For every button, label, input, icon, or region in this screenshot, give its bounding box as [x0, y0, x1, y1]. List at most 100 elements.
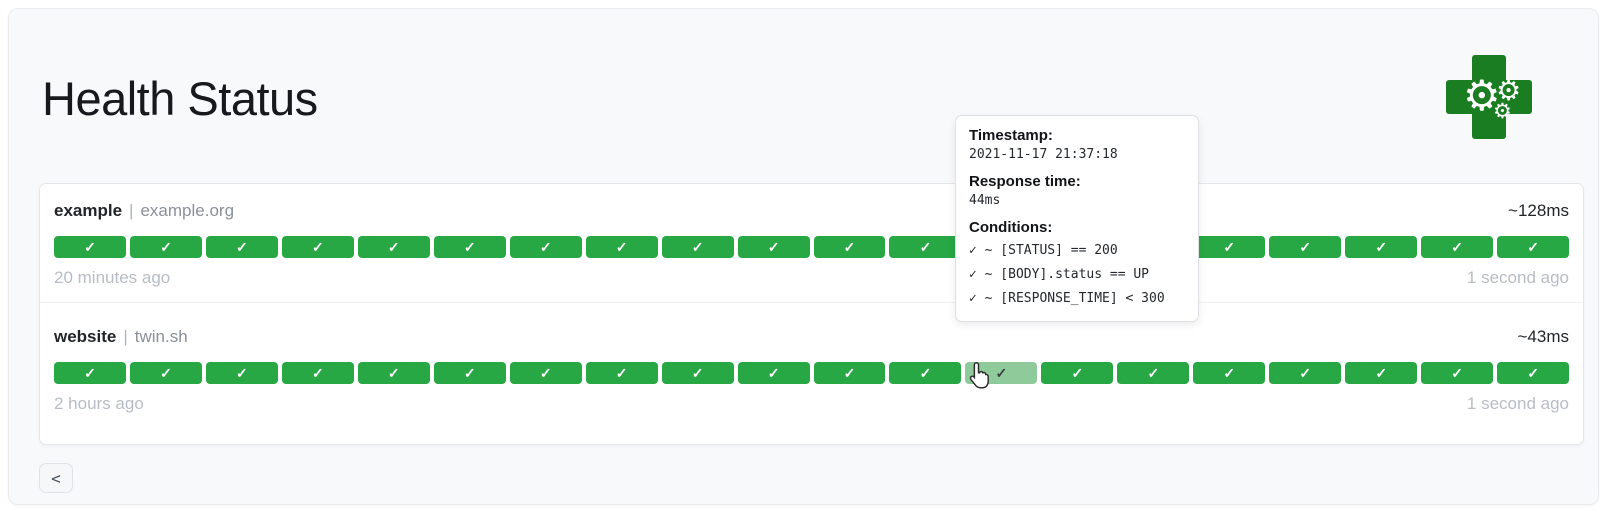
check-icon: ✓	[691, 364, 704, 381]
check-icon: ✓	[1299, 364, 1312, 381]
check-icon: ✓	[843, 364, 856, 381]
status-cell[interactable]: ✓	[433, 236, 506, 258]
timeline-footer: 2 hours ago 1 second ago	[54, 393, 1569, 415]
tooltip-timestamp-value: 2021-11-17 21:37:18	[969, 147, 1118, 162]
status-cell[interactable]: ✓	[813, 362, 886, 384]
gear-icon: ⚙	[1496, 75, 1522, 106]
check-icon: ✓	[539, 364, 552, 381]
oldest-check-label: 20 minutes ago	[54, 268, 171, 287]
check-icon: ✓	[691, 238, 704, 255]
check-icon: ✓	[1147, 364, 1160, 381]
status-cell[interactable]: ✓	[357, 362, 430, 384]
status-cell[interactable]: ✓	[737, 236, 810, 258]
status-cell[interactable]: ✓	[357, 236, 430, 258]
tooltip-response-time-section: Response time: 44ms	[969, 173, 1185, 208]
status-cell[interactable]: ✓	[1345, 362, 1418, 384]
check-icon: ✓	[160, 364, 172, 381]
avg-response-time: ~128ms	[1508, 201, 1569, 220]
chevron-left-icon: <	[51, 468, 61, 488]
avg-response-time: ~43ms	[1517, 327, 1570, 346]
status-cell[interactable]: ✓	[1269, 236, 1342, 258]
status-cell[interactable]: ✓	[661, 236, 734, 258]
status-cell[interactable]: ✓	[661, 362, 734, 384]
service-separator: |	[129, 201, 134, 220]
status-cell[interactable]: ✓	[281, 236, 354, 258]
service-name[interactable]: example	[54, 201, 123, 220]
logo-cross-horizontal	[1446, 80, 1532, 114]
check-icon: ✓	[1527, 364, 1539, 381]
status-cell[interactable]: ✓	[965, 362, 1038, 384]
check-icon: ✓	[311, 364, 324, 381]
status-cell[interactable]: ✓	[54, 362, 126, 384]
status-cell[interactable]: ✓	[205, 236, 278, 258]
status-cell[interactable]: ✓	[1421, 362, 1494, 384]
status-cell[interactable]: ✓	[281, 362, 354, 384]
tooltip-timestamp-label: Timestamp:	[969, 127, 1053, 144]
service-name[interactable]: website	[54, 327, 117, 346]
status-cell[interactable]: ✓	[1041, 362, 1114, 384]
oldest-check-label: 2 hours ago	[54, 394, 144, 413]
service-separator: |	[123, 327, 128, 346]
status-timeline: ✓ ✓ ✓ ✓ ✓ ✓ ✓ ✓ ✓ ✓ ✓ ✓ ✓ ✓ ✓ ✓ ✓ ✓ ✓ ✓	[54, 362, 1570, 384]
check-icon: ✓	[615, 364, 628, 381]
check-icon: ✓	[1375, 364, 1388, 381]
services-container: example | example.org ~128ms ✓ ✓ ✓ ✓ ✓ ✓ ✓ ✓ ✓ ✓ ✓…	[39, 183, 1584, 445]
status-cell[interactable]: ✓	[1345, 236, 1418, 258]
status-cell[interactable]: ✓	[889, 362, 962, 384]
newest-check-label: 1 second ago	[1466, 268, 1569, 287]
status-cell[interactable]: ✓	[205, 362, 278, 384]
status-cell[interactable]: ✓	[129, 362, 202, 384]
check-icon: ✓	[995, 364, 1008, 381]
status-cell[interactable]: ✓	[1497, 362, 1570, 384]
status-cell[interactable]: ✓	[585, 236, 658, 258]
prev-page-button[interactable]: <	[39, 463, 73, 493]
status-cell[interactable]: ✓	[1269, 362, 1342, 384]
page-title: Health Status	[42, 72, 318, 125]
gear-icon: ⚙	[1493, 100, 1512, 123]
timeline-footer: 20 minutes ago 1 second ago	[54, 267, 1569, 289]
gear-icon: ⚙	[1463, 72, 1501, 119]
status-cell[interactable]: ✓	[433, 362, 506, 384]
check-icon: ✓	[236, 364, 248, 381]
service-hostname: twin.sh	[134, 327, 188, 346]
condition-line: ✓ ~ [STATUS] == 200	[969, 243, 1118, 258]
service-row-header: example | example.org ~128ms	[54, 199, 1569, 223]
check-icon: ✓	[236, 238, 248, 255]
tooltip-conditions-list: ✓ ~ [STATUS] == 200 ✓ ~ [BODY].status == …	[969, 239, 1185, 311]
status-cell[interactable]: ✓	[585, 362, 658, 384]
newest-check-label: 1 second ago	[1466, 394, 1569, 413]
service-row-header: website | twin.sh ~43ms	[54, 325, 1569, 349]
check-icon: ✓	[1071, 364, 1084, 381]
check-icon: ✓	[463, 364, 476, 381]
check-icon: ✓	[1527, 238, 1539, 255]
check-icon: ✓	[615, 238, 628, 255]
status-cell[interactable]: ✓	[509, 236, 582, 258]
check-icon: ✓	[1223, 364, 1236, 381]
check-icon: ✓	[463, 238, 476, 255]
condition-line: ✓ ~ [RESPONSE_TIME] < 300	[969, 291, 1165, 306]
tooltip-response-time-label: Response time:	[969, 173, 1081, 190]
check-tooltip: Timestamp: 2021-11-17 21:37:18 Response …	[955, 115, 1199, 322]
check-icon: ✓	[767, 238, 780, 255]
status-cell[interactable]: ✓	[813, 236, 886, 258]
check-icon: ✓	[387, 364, 400, 381]
status-cell[interactable]: ✓	[1117, 362, 1190, 384]
status-cell[interactable]: ✓	[737, 362, 810, 384]
check-icon: ✓	[767, 364, 780, 381]
check-icon: ✓	[84, 238, 96, 255]
check-icon: ✓	[919, 238, 932, 255]
status-cell[interactable]: ✓	[509, 362, 582, 384]
service-row-website: website | twin.sh ~43ms ✓ ✓ ✓ ✓ ✓ ✓ ✓ ✓ ✓ ✓ ✓ ✓ ✓ ✓ ✓ ✓…	[40, 302, 1583, 428]
service-hostname: example.org	[140, 201, 235, 220]
status-cell[interactable]: ✓	[1193, 362, 1266, 384]
status-cell[interactable]: ✓	[1497, 236, 1570, 258]
status-cell[interactable]: ✓	[54, 236, 126, 258]
tooltip-timestamp-section: Timestamp: 2021-11-17 21:37:18	[969, 127, 1185, 162]
status-cell[interactable]: ✓	[1193, 236, 1266, 258]
dashboard-card: Health Status ⚙ ⚙ ⚙ example | example.or…	[8, 8, 1599, 505]
status-cell[interactable]: ✓	[1421, 236, 1494, 258]
check-icon: ✓	[843, 238, 856, 255]
status-cell[interactable]: ✓	[889, 236, 962, 258]
gatus-logo: ⚙ ⚙ ⚙	[1446, 55, 1532, 139]
status-cell[interactable]: ✓	[129, 236, 202, 258]
